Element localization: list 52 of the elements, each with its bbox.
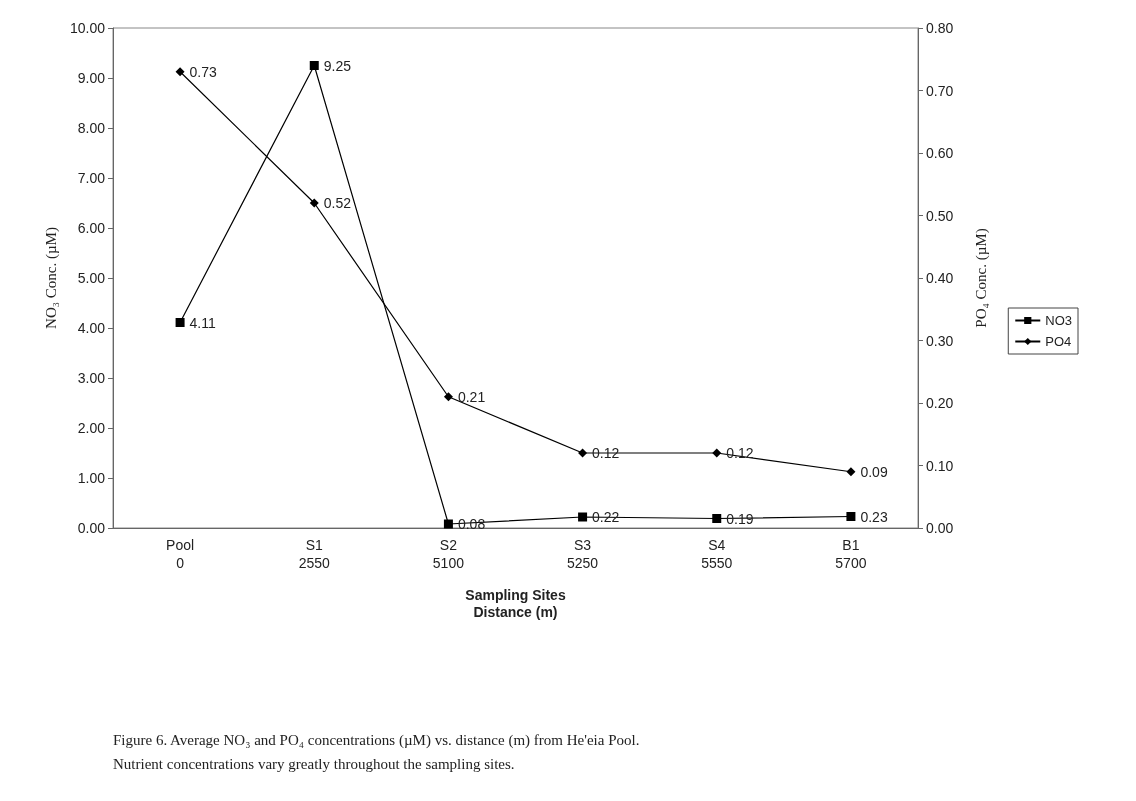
y2-tick-label: 0.40 [926,270,954,286]
y-tick-label: 1.00 [77,470,106,486]
y-tick-label: 9.00 [77,70,106,86]
y-tick-label: 7.00 [77,170,106,186]
data-label: 0.21 [457,388,486,405]
y2-tick-label: 0.50 [926,207,954,224]
legend-label: NO3 [1045,313,1072,328]
y-tick-label: 3.00 [77,370,106,386]
point [712,448,722,458]
x-tick-label: B1 5700 [835,537,867,571]
y-tick-label: 4.00 [77,320,106,336]
data-label: 0.73 [189,63,218,80]
y-axis-title: NO₃ Conc. (µM) [42,227,60,329]
x-tick-label: S4 5550 [701,537,733,571]
y-tick-label: 6.00 [77,220,106,236]
data-label: 0.23 [860,508,888,525]
point [712,514,722,523]
data-label: 9.25 [323,57,352,74]
text: Nutrient concentrations vary greatly throughout the sampling sites. [113,755,516,774]
point [578,448,588,458]
y2-tick-label: 0.10 [926,457,954,474]
data-label: 4.11 [189,314,217,331]
y2-tick-label: 0.80 [926,20,954,36]
x-tick-label: Pool 0 [166,537,195,571]
legend-label: PO4 [1045,334,1072,349]
y2-tick-label: 0.60 [926,145,954,161]
point [846,467,856,477]
point [175,318,185,327]
y2-tick-label: 0.00 [926,520,954,536]
x-tick-label: S1 2550 [298,537,331,571]
x-tick-label: S2 5100 [432,537,465,571]
y-tick-label: 8.00 [77,120,106,136]
y-tick-label: 10.00 [69,20,106,36]
y-tick-label: 2.00 [77,420,106,436]
x-axis-title: Sampling Sites Distance (m) [465,586,566,620]
point [309,198,319,208]
y2-tick-label: 0.30 [926,332,954,349]
point [578,512,588,522]
point [309,61,319,70]
point [443,519,453,529]
point [443,392,453,402]
y2-axis-title: PO₄ Conc. (µM) [972,228,990,328]
point [175,67,185,77]
y-tick-label: 5.00 [77,270,106,286]
y2-tick-label: 0.70 [926,82,954,99]
point [846,512,856,521]
data-label: 0.52 [323,195,352,211]
caption: Figure 6. Average NO₃ and PO₄ concentrations (µM) vs. distance (m) from He'eia Pool. [113,731,641,750]
y-tick-label: 0.00 [77,520,106,536]
data-label: 0.09 [860,463,888,480]
y2-tick-label: 0.20 [926,395,954,411]
x-tick-label: S3 5250 [567,537,599,571]
